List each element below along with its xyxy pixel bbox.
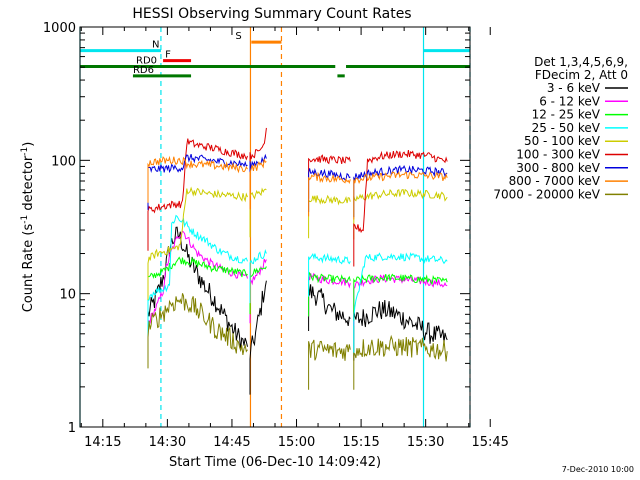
series-line-5-seg-1 [249,127,267,196]
y-tick-label-3: 1000 [43,21,76,36]
series-line-7-seg-0 [147,155,248,203]
series-line-3-seg-3 [353,252,448,355]
x-tick-label-4: 15:15 [342,435,379,450]
series-line-3-seg-0 [147,214,248,337]
legend-label-1: 6 - 12 keV [539,94,601,108]
legend-label-5: 100 - 300 keV [516,148,600,162]
series-line-3-seg-2 [308,252,351,297]
series-line-1-seg-2 [308,272,351,317]
series-line-7-seg-3 [353,171,448,220]
plot-frame [79,26,471,428]
x-tick-label-6: 15:45 [471,435,508,450]
flag-label-rd0: RD0 [136,56,157,67]
x-tick-label-2: 14:45 [213,435,250,450]
series-line-8-seg-2 [353,334,448,390]
legend-label-4: 50 - 100 keV [524,134,601,148]
series-line-6-seg-3 [353,164,448,218]
series-line-4-seg-0 [147,186,248,300]
series-line-7-seg-1 [249,159,267,210]
series-line-4-seg-3 [353,188,448,240]
series-line-6-seg-0 [147,153,248,210]
series-line-8-seg-0 [147,293,248,369]
footer-timestamp: 7-Dec-2010 10:00 [562,465,634,474]
legend-label-7: 800 - 7000 keV [509,174,601,188]
legend-header-2: FDecim 2, Att 0 [535,68,628,82]
series-line-7-seg-2 [308,171,351,217]
y-tick-label-0: 1 [68,421,76,436]
y-axis: 1 10 100 1000 [43,21,470,436]
flag-label-n: N [152,40,159,51]
x-tick-label-0: 14:15 [84,435,121,450]
series-line-6-seg-2 [308,168,351,212]
legend-label-2: 12 - 25 keV [532,108,601,122]
legend-header-1: Det 1,3,4,5,6,9, [534,55,628,69]
series-line-8-seg-1 [308,339,351,390]
series-line-2-seg-3 [353,273,448,321]
x-axis-label: Start Time (06-Dec-10 14:09:42) [169,455,381,470]
series-line-5-seg-0 [147,138,248,251]
y-tick-label-1: 10 [59,288,76,303]
x-tick-label-3: 15:00 [278,435,315,450]
x-axis: 14:15 14:30 14:45 15:00 15:15 15:30 15:45 [80,27,509,450]
flag-label-s: S [235,31,241,42]
series-line-0-seg-2 [308,284,351,331]
series-line-3-seg-1 [249,248,267,304]
flag-label-f: F [165,50,171,61]
legend-label-0: 3 - 6 keV [547,81,601,95]
x-tick-label-1: 14:30 [149,435,186,450]
legend-label-3: 25 - 50 keV [532,121,601,135]
series-line-4-seg-1 [249,187,267,238]
series-lines [147,127,448,395]
series-line-2-seg-2 [308,271,351,317]
y-tick-label-2: 100 [51,154,76,169]
flag-label-rd6: RD6 [133,65,154,76]
legend: Det 1,3,4,5,6,9, FDecim 2, Att 0 3 - 6 k… [493,55,628,201]
series-line-0-seg-0 [147,226,248,355]
series-line-5-seg-2 [308,154,351,199]
series-line-0-seg-1 [249,280,267,395]
series-line-5-seg-3 [353,150,448,267]
series-line-4-seg-2 [308,194,351,239]
x-tick-label-5: 15:30 [407,435,444,450]
legend-label-8: 7000 - 20000 keV [493,187,600,201]
series-line-2-seg-0 [147,256,248,319]
chart-title: HESSI Observing Summary Count Rates [132,6,411,22]
series-line-2-seg-1 [249,266,267,315]
series-line-1-seg-3 [353,274,448,326]
time-markers [79,27,471,427]
y-axis-label: Count Rate (s-1 detector-1) [20,142,36,313]
legend-label-6: 300 - 800 keV [516,161,600,175]
series-line-0-seg-3 [353,299,448,361]
